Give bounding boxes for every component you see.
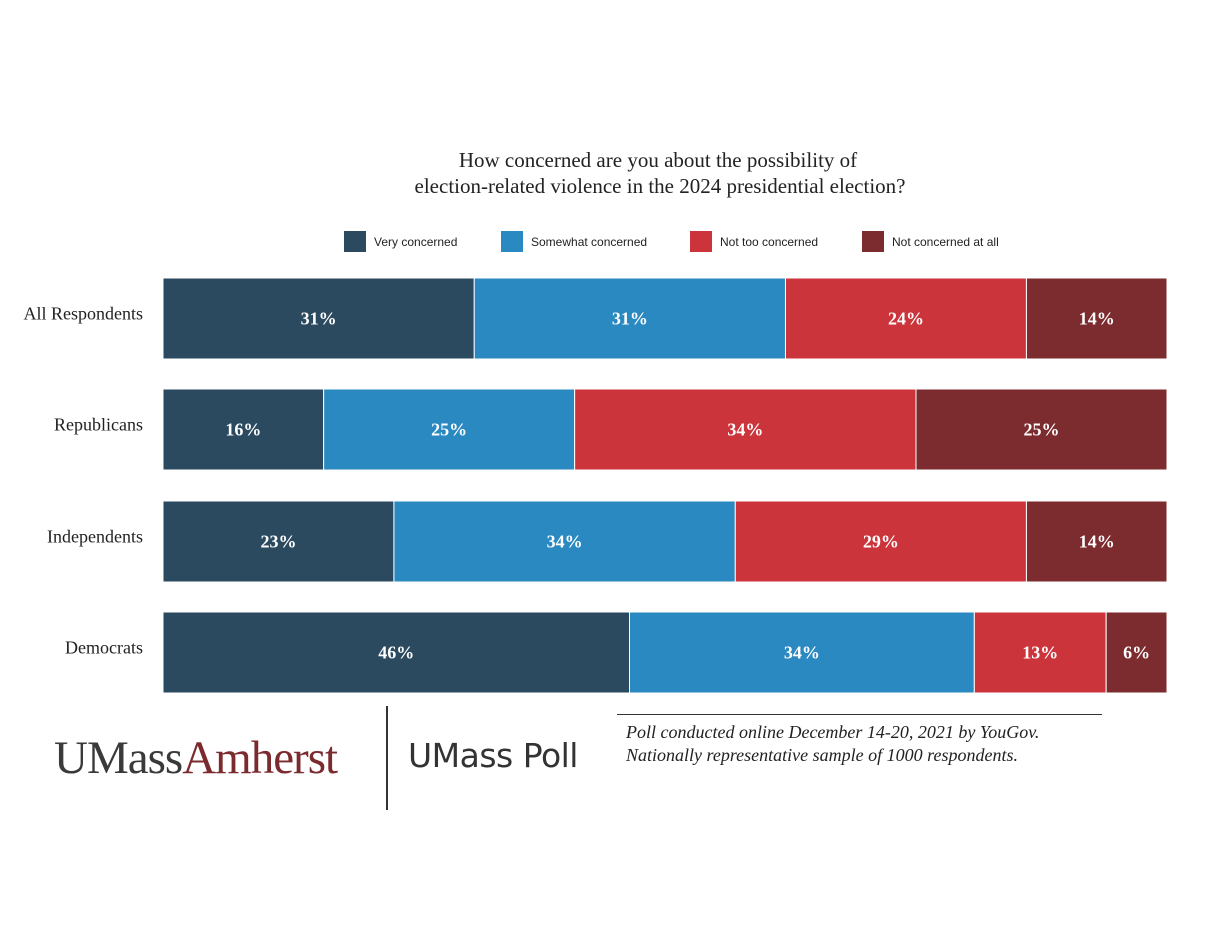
category-label-3: Democrats [65, 638, 143, 658]
bar-segment-0-3 [1025, 277, 1168, 360]
data-label-3-2: 13% [1022, 643, 1058, 663]
legend-swatch-1 [501, 231, 523, 252]
data-label-1-1: 25% [431, 420, 467, 440]
chart-title-line-2: election-related violence in the 2024 pr… [415, 174, 906, 198]
poll-methodology-note: Poll conducted online December 14-20, 20… [617, 714, 1102, 767]
data-label-3-0: 46% [378, 643, 414, 663]
category-label-2: Independents [47, 527, 143, 547]
umass-amherst-logo: UMass Amherst UMass Poll [54, 706, 578, 810]
bar-segment-2-3 [1025, 500, 1168, 583]
data-label-0-1: 31% [612, 309, 648, 329]
logo-umass-poll: UMass Poll [408, 736, 578, 775]
category-labels: All Respondents Republicans Independents De… [24, 304, 144, 658]
bar-segment-2-0 [162, 500, 395, 583]
legend-label-1: Somewhat concerned [531, 235, 647, 249]
data-label-1-0: 16% [225, 420, 261, 440]
legend-swatch-3 [862, 231, 884, 252]
logo-umass-text: UMass [54, 732, 183, 784]
logo-divider [386, 706, 388, 810]
bar-segment-2-2 [734, 500, 1027, 583]
bar-segment-3-2 [973, 611, 1107, 694]
data-label-2-1: 34% [547, 532, 583, 552]
data-label-3-1: 34% [784, 643, 820, 663]
bar-segment-1-1 [323, 388, 576, 471]
legend: Very concerned Somewhat concerned Not too … [344, 231, 999, 252]
bar-segment-1-3 [915, 388, 1168, 471]
chart-title-line-1: How concerned are you about the possibil… [459, 148, 857, 172]
data-label-2-3: 14% [1079, 532, 1115, 552]
bar-segment-3-3 [1105, 611, 1168, 694]
legend-label-0: Very concerned [374, 235, 457, 249]
data-label-3-3: 6% [1123, 643, 1150, 663]
legend-label-2: Not too concerned [720, 235, 818, 249]
data-label-0-0: 31% [301, 309, 337, 329]
data-label-0-2: 24% [888, 309, 924, 329]
note-line-1: Poll conducted online December 14-20, 20… [626, 722, 1040, 742]
legend-label-3: Not concerned at all [892, 235, 999, 249]
bar-segment-1-2 [574, 388, 917, 471]
logo-amherst-text: Amherst [182, 732, 338, 784]
category-label-1: Republicans [54, 415, 143, 435]
data-label-1-2: 34% [727, 420, 763, 440]
category-label-0: All Respondents [24, 304, 144, 324]
bars: 31% 31% 24% 14% 16% 25% 34% 25% 23% 34% 29% 14% 46% 3… [162, 277, 1168, 694]
note-line-2: Nationally representative sample of 1000… [626, 745, 1018, 765]
bar-segment-3-1 [629, 611, 975, 694]
data-label-2-2: 29% [863, 532, 899, 552]
data-label-2-0: 23% [260, 532, 296, 552]
legend-swatch-2 [690, 231, 712, 252]
data-label-1-3: 25% [1024, 420, 1060, 440]
data-label-0-3: 14% [1079, 309, 1115, 329]
legend-swatch-0 [344, 231, 366, 252]
bar-segment-0-2 [784, 277, 1027, 360]
